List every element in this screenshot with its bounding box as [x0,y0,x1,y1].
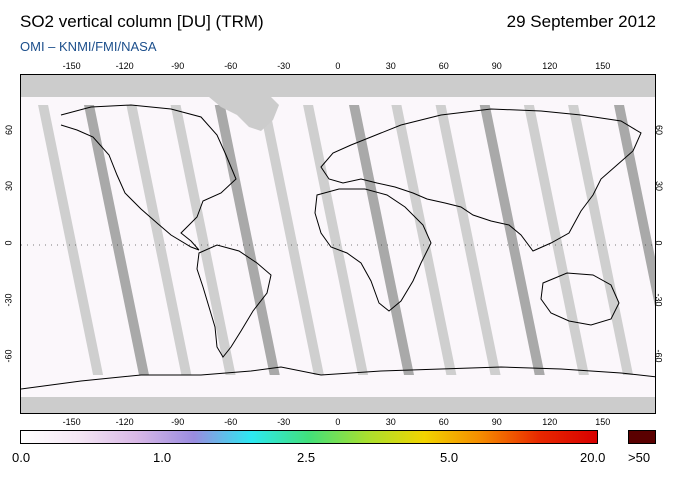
greenland-no-data [209,97,279,131]
swath-gap-band [349,105,414,375]
so2-colorbar [20,430,598,444]
lat-tick-left: 30 [4,181,15,192]
swath-gap-band [170,105,236,375]
lon-tick-bottom: 150 [595,417,611,427]
continent-outlines [21,104,655,390]
colorbar-label-2: 2.5 [297,450,316,465]
swath-gap-band [391,105,457,375]
lon-tick-top: 90 [491,61,502,71]
swath-gap-band [214,105,280,375]
colorbar-label-over: >50 [628,450,651,465]
colorbar-label-4: 20.0 [580,450,606,465]
lon-tick-bottom: -60 [224,417,238,427]
swath-gap-band [303,105,369,375]
lon-tick-top: 120 [542,61,558,71]
polar-no-data-regions [21,75,655,413]
lat-tick-left: 60 [4,124,15,135]
lon-tick-top: -60 [224,61,238,71]
europe-asia-coast [320,108,642,252]
lon-tick-top: -120 [115,61,134,71]
lat-tick-left: -60 [3,349,14,363]
swath-gap-band [84,105,149,375]
colorbar-over-range-swatch [628,430,656,444]
swath-gap-band [614,105,655,307]
lon-tick-top: 60 [438,61,449,71]
data-source-credit: OMI – KNMI/FMI/NASA [20,39,157,54]
swath-gap-band [435,105,501,375]
south-polar-no-data [21,397,655,413]
map-date: 29 September 2012 [506,12,656,31]
lon-tick-top: -150 [62,61,81,71]
lon-tick-bottom: 60 [438,417,449,427]
lon-tick-top: -90 [171,61,185,71]
lon-tick-bottom: -120 [115,417,134,427]
lat-tick-left: 0 [3,240,14,246]
swath-gap-band [126,105,192,375]
lon-tick-bottom: -150 [62,417,81,427]
north-polar-no-data [21,75,655,97]
australia-coast [540,272,620,326]
map-canvas [21,75,655,413]
lat-tick-left: -30 [3,293,14,307]
swath-gap-band [258,105,324,375]
lon-tick-bottom: 120 [542,417,558,427]
colorbar-label-3: 5.0 [440,450,459,465]
south-america-coast [196,244,272,358]
colorbar-label-1: 1.0 [153,450,172,465]
map-title: SO2 vertical column [DU] (TRM) [20,12,264,31]
north-america-coast [60,104,237,251]
lon-tick-bottom: 90 [491,417,502,427]
lon-tick-top: -30 [277,61,291,71]
lon-tick-top: 150 [595,61,611,71]
orbit-swath-gaps [38,105,655,375]
lon-tick-bottom: -30 [277,417,291,427]
lon-tick-bottom: -90 [171,417,185,427]
lon-tick-top: 30 [385,61,396,71]
colorbar-label-0: 0.0 [12,450,31,465]
lon-tick-bottom: 0 [335,417,341,427]
world-map [20,74,656,414]
swath-gap-band [479,105,545,375]
swath-gap-band [38,105,104,375]
lon-tick-top: 0 [335,61,341,71]
lon-tick-bottom: 30 [385,417,396,427]
africa-coast [314,188,432,312]
antarctica-coast [21,366,655,390]
